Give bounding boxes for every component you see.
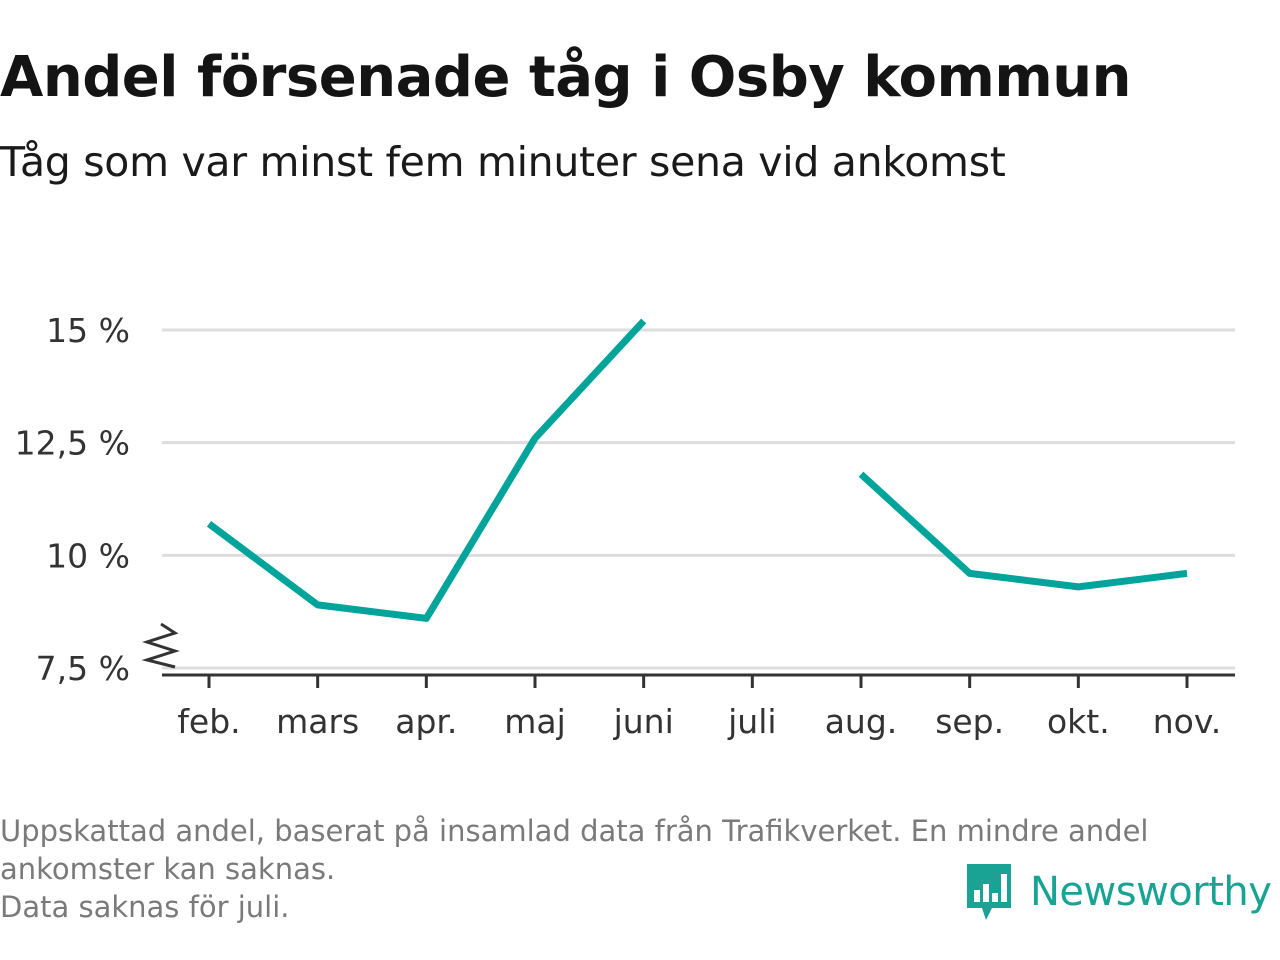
chart-title: Andel försenade tåg i Osby kommun [0, 45, 1131, 110]
chart-subtitle: Tåg som var minst fem minuter sena vid a… [0, 138, 1006, 186]
x-tick-label: okt. [1047, 702, 1110, 741]
x-tick-label: mars [276, 702, 359, 741]
series-line [858, 471, 1188, 591]
y-tick-label: 7,5 % [36, 649, 130, 688]
gridlines [162, 328, 1235, 670]
brand-name: Newsworthy [1030, 869, 1272, 915]
series-line [206, 318, 647, 622]
x-tick-label: apr. [395, 702, 457, 741]
x-axis [141, 622, 1235, 688]
y-tick-label: 15 % [46, 311, 130, 350]
x-tick-label: sep. [935, 702, 1004, 741]
x-tick-label: juni [613, 702, 674, 741]
footnote-line: Data saknas för juli. [0, 890, 290, 924]
x-axis-tick-labels: feb. mars apr. maj juni juli aug. sep. okt. nov. [177, 702, 1221, 741]
newsworthy-logo-icon [967, 864, 1011, 920]
line-chart: 7,5 % 10 % 12,5 % 15 % feb. mars apr. maj juni j… [15, 311, 1235, 741]
x-tick-label: juli [727, 702, 776, 741]
footnote: Uppskattad andel, baserat på insamlad da… [0, 812, 1275, 926]
brand-logo: Newsworthy [964, 862, 1272, 922]
y-axis-tick-labels: 7,5 % 10 % 12,5 % 15 % [15, 311, 130, 688]
x-tick-label: aug. [825, 702, 898, 741]
y-tick-label: 12,5 % [15, 424, 130, 463]
y-tick-label: 10 % [46, 536, 130, 575]
series-lines [206, 318, 1188, 622]
x-tick-label: maj [504, 702, 566, 741]
x-tick-label: feb. [177, 702, 240, 741]
footnote-line: Uppskattad andel, baserat på insamlad da… [0, 814, 1149, 848]
axis-break-mark [141, 622, 180, 669]
x-tick-label: nov. [1153, 702, 1222, 741]
footnote-line: ankomster kan saknas. [0, 852, 336, 886]
